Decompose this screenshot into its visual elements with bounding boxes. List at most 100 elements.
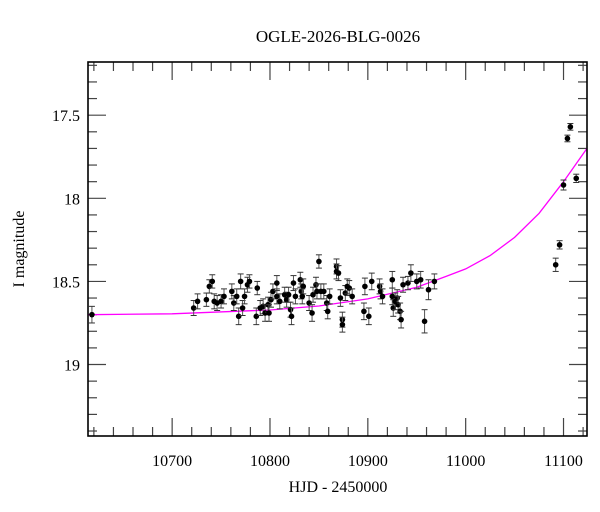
x-tick-label: 10800 [250, 453, 290, 470]
data-point [218, 294, 225, 309]
data-marker [321, 288, 327, 295]
data-point [368, 272, 375, 291]
model-curve-layer [87, 148, 588, 316]
data-marker [297, 276, 304, 283]
data-marker [300, 283, 307, 290]
data-marker [246, 278, 253, 285]
data-marker [274, 293, 280, 300]
data-marker [425, 286, 432, 293]
data-point [360, 302, 367, 321]
plot-area [87, 123, 588, 334]
x-tick-label: 11000 [446, 453, 485, 470]
data-point [88, 305, 95, 324]
data-marker [379, 293, 386, 300]
data-marker [218, 298, 224, 305]
data-marker [310, 291, 316, 298]
y-tick-label: 18 [64, 191, 80, 208]
y-tick-label: 19 [64, 358, 80, 375]
data-marker [235, 313, 242, 320]
data-points-layer [88, 123, 580, 334]
data-point [306, 295, 313, 312]
data-marker [290, 280, 297, 286]
data-point [564, 134, 571, 143]
data-point [431, 273, 438, 290]
data-marker [274, 280, 280, 286]
data-point [326, 288, 333, 305]
data-marker [194, 298, 201, 305]
data-point [421, 309, 428, 334]
data-point [361, 277, 368, 296]
data-marker [323, 300, 330, 306]
data-marker [552, 261, 559, 268]
data-marker [285, 291, 292, 298]
data-point [404, 275, 411, 291]
data-marker [283, 296, 290, 303]
data-point [299, 288, 306, 305]
x-tick-label: 10900 [348, 453, 388, 470]
data-marker [268, 296, 274, 303]
data-marker [299, 293, 306, 300]
data-point [398, 310, 405, 329]
data-point [310, 286, 317, 303]
data-marker [362, 283, 368, 290]
data-point [292, 288, 299, 305]
data-point [337, 289, 344, 307]
plot-frame [87, 61, 588, 437]
data-marker [276, 298, 283, 305]
data-marker [190, 305, 197, 311]
data-marker [346, 285, 353, 291]
data-point [237, 273, 244, 290]
data-marker [309, 310, 315, 316]
data-marker [316, 258, 322, 265]
data-point [339, 316, 346, 333]
data-point [349, 288, 356, 305]
data-point [221, 288, 228, 305]
y-tick-label: 17.5 [52, 108, 80, 125]
data-marker [281, 291, 288, 298]
data-marker [221, 293, 227, 300]
chart-title: OGLE-2026-BLG-0026 [256, 27, 420, 46]
data-point [194, 293, 201, 310]
data-marker [326, 293, 333, 300]
x-axis-label: HJD - 2450000 [289, 479, 388, 496]
data-marker [564, 135, 571, 142]
data-point [379, 288, 386, 305]
data-marker [377, 288, 384, 295]
data-point [425, 279, 432, 301]
x-tick-label: 11100 [544, 453, 583, 470]
data-marker [408, 270, 414, 276]
data-marker [292, 293, 299, 300]
y-axis-label: I magnitude [11, 211, 28, 288]
data-marker [560, 182, 567, 188]
data-marker [339, 321, 346, 328]
data-point [203, 292, 210, 307]
data-marker [573, 175, 580, 182]
data-point [407, 264, 414, 282]
data-point [315, 254, 322, 269]
data-marker [389, 276, 396, 283]
data-marker [254, 285, 261, 291]
data-point [552, 257, 559, 272]
data-marker [349, 293, 355, 300]
data-marker [421, 318, 428, 325]
data-point [254, 280, 261, 296]
data-point [190, 300, 197, 316]
data-point [309, 304, 316, 322]
axis-tick-labels: 10700 10800 10900 11000 11100 17.5 18 18.5 19 [52, 108, 583, 470]
data-marker [270, 288, 276, 295]
data-point [400, 276, 407, 293]
data-point [389, 270, 396, 289]
data-point [320, 283, 327, 300]
data-point [267, 291, 274, 308]
x-tick-label: 10700 [152, 453, 192, 470]
data-marker [567, 124, 574, 130]
data-marker [239, 305, 246, 311]
data-point [273, 275, 280, 292]
data-marker [342, 290, 349, 296]
data-marker [366, 313, 372, 320]
data-marker [288, 313, 295, 320]
data-point [239, 300, 246, 316]
data-point [241, 288, 248, 305]
data-point [288, 307, 295, 326]
